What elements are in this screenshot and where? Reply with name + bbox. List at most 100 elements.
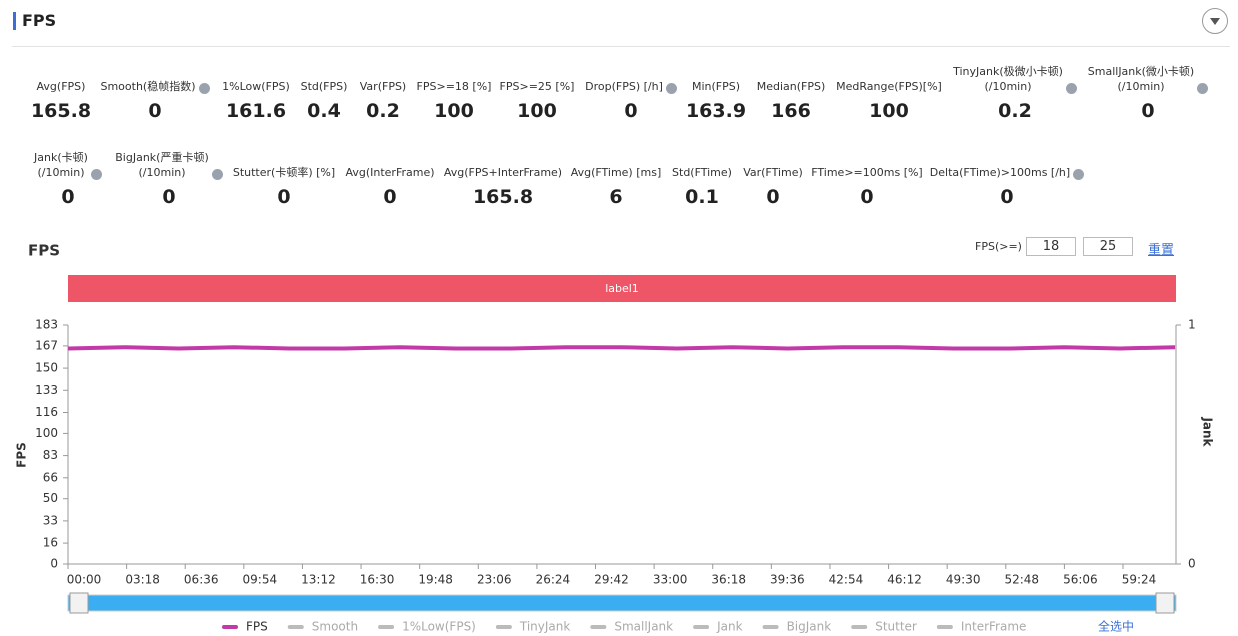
metric-value: 0 xyxy=(1141,100,1155,122)
fps-line xyxy=(67,345,1176,351)
legend-swatch xyxy=(936,625,953,629)
metric-value: 0 xyxy=(624,100,638,122)
legend-label: Smooth xyxy=(312,620,358,634)
help-icon[interactable] xyxy=(198,83,210,94)
y-tick-label: 167 xyxy=(35,338,58,352)
threshold-input[interactable]: 18 xyxy=(1026,237,1076,256)
metric: Delta(FTime)>100ms [/h] 0 xyxy=(927,150,1087,208)
metric: TinyJank(极微小卡顿) (/10min) 0.2 xyxy=(935,64,1095,122)
legend-label: FPS xyxy=(246,620,268,634)
metric-label: Min(FPS) xyxy=(636,64,796,94)
threshold-input[interactable]: 25 xyxy=(1083,237,1133,256)
help-icon[interactable] xyxy=(665,83,677,94)
metric-label: FTime>=100ms [%] xyxy=(787,150,947,180)
metric: Avg(FPS+InterFrame) 165.8 xyxy=(423,150,583,208)
y-tick-label: 183 xyxy=(35,318,58,332)
metric-label-text: FPS>=25 [%] xyxy=(499,80,575,93)
legend-label: Stutter xyxy=(875,620,917,634)
metric-value: 0.4 xyxy=(307,100,341,122)
metric-label-text: FPS>=18 [%] xyxy=(416,80,492,93)
x-tick-label: 59:24 xyxy=(1122,573,1157,587)
y-tick-label: 0 xyxy=(50,557,58,571)
y-tick-label: 16 xyxy=(43,536,58,550)
metric-label-text: Delta(FTime)>100ms [/h] xyxy=(929,166,1071,179)
metric-label: FPS>=18 [%] xyxy=(374,64,534,94)
legend-swatch xyxy=(495,625,512,629)
x-tick-label: 52:48 xyxy=(1004,573,1039,587)
metric-value: 100 xyxy=(434,100,474,122)
metric-label-text: Median(FPS) xyxy=(756,80,826,93)
metric-value: 0 xyxy=(860,186,874,208)
title-accent xyxy=(13,12,16,30)
y-tick-label: 50 xyxy=(43,491,58,505)
x-tick-label: 56:06 xyxy=(1063,573,1098,587)
metric: Jank(卡顿) (/10min) 0 xyxy=(0,150,148,208)
zoom-handle[interactable] xyxy=(1155,592,1175,614)
zoom-track xyxy=(67,594,1177,612)
metric-label: Std(FPS) xyxy=(244,64,404,94)
help-icon[interactable] xyxy=(1197,83,1209,94)
x-tick-label: 39:36 xyxy=(770,573,805,587)
reset-link[interactable]: 重置 xyxy=(1148,243,1175,258)
metric-label-text: MedRange(FPS)[%] xyxy=(836,80,942,93)
metric-label: Smooth(稳帧指数) xyxy=(75,64,235,94)
page-title: FPS xyxy=(22,11,57,30)
metric-value: 0 xyxy=(277,186,291,208)
metric-label: Std(FTime) xyxy=(622,150,782,180)
help-icon[interactable] xyxy=(211,169,223,180)
metric-value: 161.6 xyxy=(225,100,287,122)
collapse-button[interactable] xyxy=(1202,8,1228,34)
metric: Drop(FPS) [/h] 0 xyxy=(551,64,711,122)
metric-value: 0 xyxy=(766,186,780,208)
metric-value: 166 xyxy=(771,100,811,122)
metric: Var(FPS) 0.2 xyxy=(303,64,463,122)
legend-swatch xyxy=(222,625,238,629)
metric-label: Var(FPS) xyxy=(303,64,463,94)
legend-label: TinyJank xyxy=(519,620,571,634)
metric-value: 0 xyxy=(383,186,397,208)
divider xyxy=(12,46,1230,47)
help-icon[interactable] xyxy=(90,169,102,180)
metric-value: 100 xyxy=(517,100,557,122)
metric: 1%Low(FPS) 161.6 xyxy=(176,64,336,122)
y-tick-label: 66 xyxy=(43,470,58,484)
metric: FPS>=18 [%] 100 xyxy=(374,64,534,122)
x-tick-label: 06:36 xyxy=(184,573,219,587)
metric-label-text: Min(FPS) xyxy=(691,80,741,93)
metric-label: Avg(InterFrame) xyxy=(310,150,470,180)
y-tick-label: 83 xyxy=(43,448,58,462)
legend-swatch xyxy=(287,625,304,629)
metric-value: 100 xyxy=(869,100,909,122)
x-tick-label: 33:00 xyxy=(653,573,688,587)
x-tick-label: 29:42 xyxy=(594,573,629,587)
legend-swatch xyxy=(378,625,395,629)
help-icon[interactable] xyxy=(1073,169,1085,180)
x-tick-label: 42:54 xyxy=(829,573,864,587)
legend-swatch xyxy=(851,625,868,629)
metric-label-text: Std(FPS) xyxy=(300,80,348,93)
metric-value: 0 xyxy=(148,100,162,122)
metric-label-text: Avg(InterFrame) xyxy=(345,166,435,179)
select-all[interactable]: 全选中 xyxy=(1098,619,1134,634)
metric-label: TinyJank(极微小卡顿) (/10min) xyxy=(935,64,1095,94)
help-icon[interactable] xyxy=(1065,83,1077,94)
metric-value: 0 xyxy=(1000,186,1014,208)
y-tick-label: 133 xyxy=(35,383,58,397)
metric-label: Avg(FPS) xyxy=(0,64,141,94)
metric-label: Avg(FPS+InterFrame) xyxy=(423,150,583,180)
zoom-handle[interactable] xyxy=(69,592,89,614)
chart-title: FPS xyxy=(28,242,60,260)
x-tick-label: 49:30 xyxy=(946,573,981,587)
metric-label: MedRange(FPS)[%] xyxy=(809,64,969,94)
metric: FTime>=100ms [%] 0 xyxy=(787,150,947,208)
legend-label: InterFrame xyxy=(961,620,1027,634)
legend-label: Jank xyxy=(716,620,742,634)
metric-label-text: Stutter(卡顿率) [%] xyxy=(232,166,336,179)
metric-value: 0 xyxy=(162,186,176,208)
metric: Std(FTime) 0.1 xyxy=(622,150,782,208)
legend-label: SmallJank xyxy=(614,620,673,634)
metric: Avg(InterFrame) 0 xyxy=(310,150,470,208)
y2-tick-label: 1 xyxy=(1188,318,1196,332)
